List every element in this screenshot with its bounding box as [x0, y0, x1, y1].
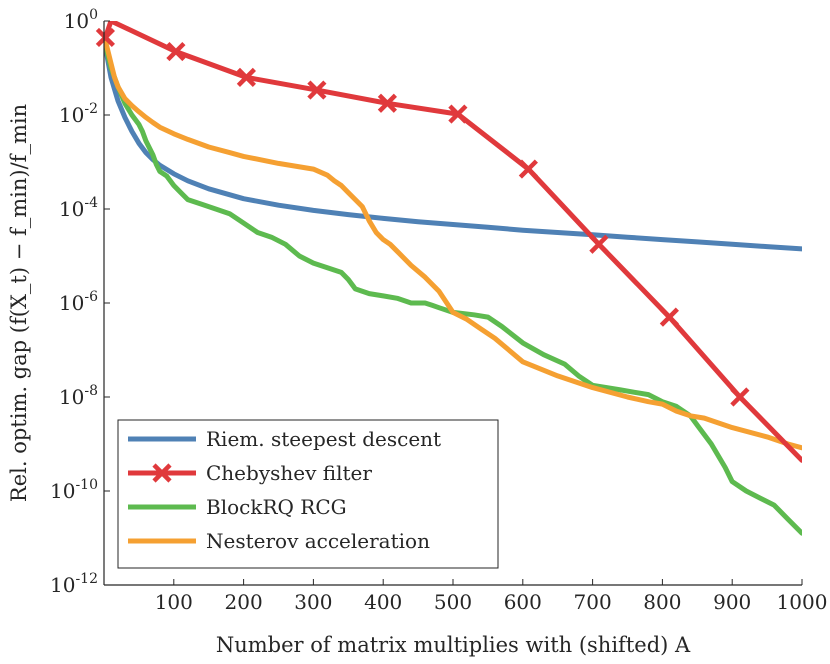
x-tick-label: 1000 — [777, 590, 828, 614]
data-point-marker — [659, 307, 679, 327]
y-tick-label: 10-12 — [50, 571, 98, 597]
legend-label: Chebyshev filter — [206, 461, 372, 485]
x-tick-label: 100 — [155, 590, 193, 614]
data-point-marker — [166, 41, 186, 62]
y-tick-label: 10-8 — [59, 383, 98, 409]
series-line-1 — [104, 21, 802, 463]
legend-entry: Nesterov acceleration — [128, 529, 430, 553]
series-line-3 — [104, 32, 802, 451]
x-tick-label: 600 — [504, 590, 542, 614]
data-point-marker — [95, 27, 115, 48]
x-tick-label: 500 — [434, 590, 472, 614]
legend-label: Riem. steepest descent — [206, 427, 441, 451]
y-tick-label: 10-10 — [50, 477, 98, 503]
x-tick-label: 700 — [574, 590, 612, 614]
data-point-marker — [236, 67, 256, 87]
x-axis-label: Number of matrix multiplies with (shifte… — [216, 633, 691, 657]
data-point-marker — [448, 104, 468, 124]
y-axis-label: Rel. optim. gap (f(X_t) − f_min)/f_min — [7, 104, 31, 502]
data-point-marker — [589, 234, 609, 254]
x-tick-label: 300 — [294, 590, 332, 614]
x-tick-label: 200 — [225, 590, 263, 614]
series-lines — [104, 21, 802, 536]
legend-label: BlockRQ RCG — [206, 495, 347, 519]
legend-entry: BlockRQ RCG — [128, 495, 347, 519]
y-tick-label: 100 — [64, 7, 98, 33]
y-tick-label: 10-6 — [59, 289, 98, 315]
legend-label: Nesterov acceleration — [206, 529, 430, 553]
legend: Riem. steepest descent Chebyshev filter Bl… — [117, 419, 499, 569]
data-point-marker — [377, 93, 397, 113]
legend-entry: Riem. steepest descent — [128, 427, 441, 451]
data-point-marker — [730, 387, 750, 407]
data-point-marker — [518, 159, 538, 179]
x-tick-label: 800 — [643, 590, 681, 614]
series-line-2 — [104, 32, 802, 536]
series-markers — [95, 27, 750, 407]
axis-ticks: 100 200 300 400 500 600 700 800 900 1000 100 10-2 10… — [50, 7, 827, 614]
series-line-0 — [104, 32, 802, 252]
x-tick-label: 900 — [713, 590, 751, 614]
legend-entry: Chebyshev filter — [128, 461, 372, 485]
data-point-marker — [307, 80, 327, 100]
y-tick-label: 10-2 — [59, 101, 98, 127]
x-tick-label: 400 — [364, 590, 402, 614]
y-tick-label: 10-4 — [59, 195, 98, 221]
